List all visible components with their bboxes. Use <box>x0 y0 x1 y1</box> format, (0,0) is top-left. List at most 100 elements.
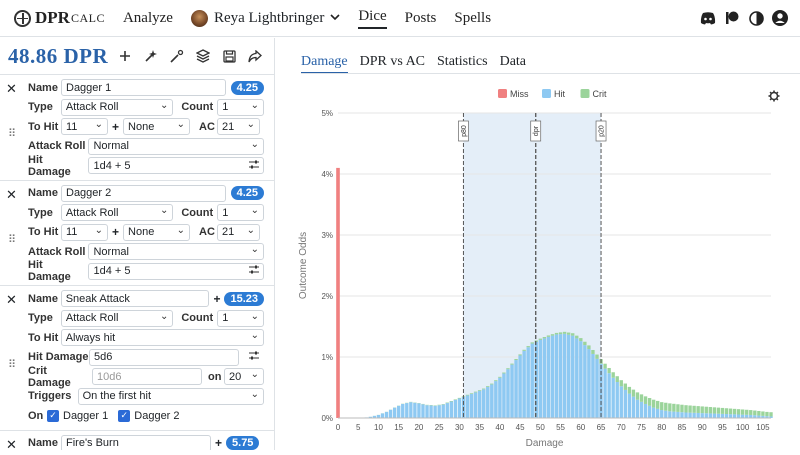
crit-bar <box>761 411 764 415</box>
count-select[interactable]: 1 <box>217 310 264 327</box>
tab-damage[interactable]: Damage <box>301 54 348 74</box>
hit-bar <box>522 351 525 418</box>
hit-bar <box>454 400 457 418</box>
character-name: Reya Lightbringer <box>214 10 324 27</box>
type-select[interactable]: Attack Roll <box>61 204 174 221</box>
account-icon[interactable] <box>772 10 788 26</box>
ac-select[interactable]: 21 <box>217 224 260 241</box>
plus-sign: + <box>112 120 119 134</box>
nav-link-analyze[interactable]: Analyze <box>123 10 173 27</box>
bonus-select[interactable]: None <box>123 118 190 135</box>
crit-bar <box>757 411 760 416</box>
sliders-icon[interactable] <box>249 265 259 277</box>
tab-statistics[interactable]: Statistics <box>437 54 488 74</box>
crit-bar <box>494 380 497 381</box>
tab-data[interactable]: Data <box>500 54 526 74</box>
hit-bar <box>579 341 582 418</box>
drag-handle-icon[interactable]: ⠿ <box>8 127 15 140</box>
crit-bar <box>514 359 517 360</box>
dice-logo-icon <box>14 10 31 27</box>
hit-bar <box>721 414 724 418</box>
drag-handle-icon[interactable]: ⠿ <box>8 233 15 246</box>
crit-bar <box>628 387 631 394</box>
hit-bar <box>672 412 675 418</box>
share-icon[interactable] <box>246 47 264 65</box>
crit-on-select[interactable]: 20 <box>224 368 264 385</box>
magic-icon[interactable] <box>168 47 186 65</box>
patreon-icon[interactable] <box>724 10 740 26</box>
name-label: Name <box>28 82 61 94</box>
crit-bar <box>705 407 708 414</box>
attack-name-input[interactable]: Sneak Attack <box>61 290 210 307</box>
type-select[interactable]: Attack Roll <box>61 99 174 116</box>
wand-icon[interactable] <box>142 47 160 65</box>
to-hit-select[interactable]: Always hit <box>61 329 264 346</box>
attack-name-input[interactable]: Fire's Burn <box>61 435 211 450</box>
crit-bar <box>571 333 574 335</box>
hit-damage-input[interactable]: 5d6 <box>89 349 239 366</box>
attack-roll-select[interactable]: Normal <box>88 243 264 260</box>
to-hit-select[interactable]: 11 <box>61 118 108 135</box>
layers-icon[interactable] <box>194 47 212 65</box>
attack-name-input[interactable]: Dagger 2 <box>61 185 226 202</box>
save-icon[interactable] <box>220 47 238 65</box>
to-hit-select[interactable]: 11 <box>61 224 108 241</box>
name-label: Name <box>28 437 61 449</box>
legend-swatch-crit <box>581 89 590 98</box>
sliders-icon[interactable] <box>249 160 259 172</box>
hit-bar <box>559 334 562 418</box>
hit-bar <box>437 405 440 418</box>
sliders-icon[interactable] <box>249 351 259 363</box>
discord-icon[interactable] <box>700 10 716 26</box>
remove-attack-icon[interactable]: ✕ <box>6 187 17 203</box>
crit-bar <box>741 409 744 414</box>
contrast-icon[interactable] <box>748 10 764 26</box>
remove-attack-icon[interactable]: ✕ <box>6 437 17 451</box>
hit-bar <box>692 413 695 418</box>
hit-bar <box>518 355 521 418</box>
hit-bar <box>741 415 744 418</box>
crit-bar <box>664 403 667 411</box>
x-tick-label: 85 <box>678 423 687 432</box>
crit-bar <box>660 402 663 410</box>
hit-bar <box>442 405 445 418</box>
remove-attack-icon[interactable]: ✕ <box>6 292 17 308</box>
tab-dpr-vs-ac[interactable]: DPR vs AC <box>360 54 425 74</box>
nav-link-posts[interactable]: Posts <box>405 10 437 27</box>
character-dropdown[interactable]: Reya Lightbringer <box>191 10 340 27</box>
crit-bar <box>591 350 594 354</box>
remove-attack-icon[interactable]: ✕ <box>6 81 17 97</box>
triggers-select[interactable]: On the first hit <box>78 388 264 405</box>
checkbox-dagger-2[interactable]: ✓ <box>118 410 130 422</box>
crit-bar <box>551 334 554 335</box>
attack-name-input[interactable]: Dagger 1 <box>61 79 226 96</box>
hit-bar <box>486 387 489 418</box>
count-select[interactable]: 1 <box>217 204 264 221</box>
nav-link-dice[interactable]: Dice <box>358 8 386 29</box>
hit-bar <box>717 414 720 418</box>
drag-handle-icon[interactable]: ⠿ <box>8 358 15 371</box>
crit-bar <box>656 401 659 409</box>
gear-icon[interactable] <box>769 91 780 102</box>
bonus-select[interactable]: None <box>123 224 190 241</box>
ac-select[interactable]: 21 <box>217 118 260 135</box>
plus-icon[interactable] <box>116 47 134 65</box>
count-select[interactable]: 1 <box>217 99 264 116</box>
attack-roll-select[interactable]: Normal <box>88 138 264 155</box>
crit-bar <box>701 406 704 413</box>
nav-link-spells[interactable]: Spells <box>454 10 491 27</box>
hit-damage-input[interactable]: 1d4 + 5 <box>88 157 264 174</box>
crit-bar <box>575 336 578 339</box>
checkbox-dagger-1-label: Dagger 1 <box>63 410 108 422</box>
character-avatar <box>191 10 208 27</box>
type-select[interactable]: Attack Roll <box>61 310 174 327</box>
crit-damage-input[interactable]: 10d6 <box>92 368 202 385</box>
x-tick-label: 20 <box>414 423 423 432</box>
crit-bar <box>696 406 699 413</box>
hit-damage-input[interactable]: 1d4 + 5 <box>88 263 264 280</box>
checkbox-dagger-1[interactable]: ✓ <box>47 410 59 422</box>
hit-bar <box>620 386 623 418</box>
brand-logo-link[interactable]: DPR CALC <box>14 8 105 28</box>
y-tick-label: 4% <box>321 170 333 179</box>
